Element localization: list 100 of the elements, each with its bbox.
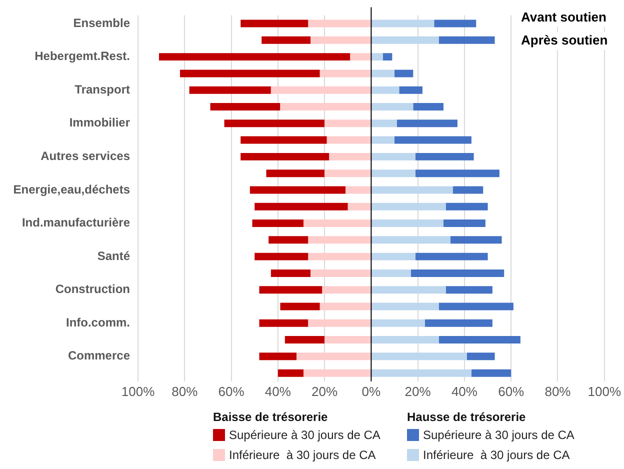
- bar: [371, 352, 467, 360]
- bar: [438, 36, 495, 44]
- bar: [415, 252, 488, 260]
- bar: [324, 120, 372, 128]
- bar: [304, 220, 372, 228]
- bar: [254, 252, 308, 260]
- bar: [326, 136, 372, 144]
- bar: [371, 252, 416, 260]
- bar: [371, 220, 444, 228]
- bar: [259, 286, 322, 294]
- text: Hausse de trésorerie: [407, 410, 527, 424]
- bar: [466, 352, 495, 360]
- y-tick-label: Transport: [74, 82, 130, 96]
- text: Baisse de trésorerie: [213, 410, 329, 424]
- bar: [308, 252, 372, 260]
- bar: [394, 136, 472, 144]
- bar: [471, 369, 512, 377]
- legend-label: Inférieure à 30 jours de CA: [229, 448, 376, 462]
- x-tick-label: 80%: [172, 384, 198, 399]
- y-tick-label: Commerce: [68, 348, 130, 363]
- bar: [394, 70, 414, 78]
- bar: [259, 352, 297, 360]
- bar: [252, 220, 304, 228]
- bar: [350, 53, 372, 61]
- bar: [329, 152, 372, 160]
- bar: [322, 286, 372, 294]
- legend-label: Inférieure à 30 jours de CA: [423, 448, 570, 462]
- bar: [371, 103, 414, 110]
- bar: [259, 319, 308, 327]
- x-tick-label: 60%: [218, 384, 245, 399]
- x-tick-label: 0%: [362, 384, 382, 399]
- bar: [270, 86, 372, 94]
- x-tick-label: 40%: [451, 384, 478, 399]
- bar: [443, 220, 486, 228]
- x-tick-label: 60%: [498, 384, 525, 399]
- bar: [308, 236, 372, 244]
- bar: [371, 36, 439, 44]
- x-tick-label: 80%: [544, 384, 572, 399]
- y-tick-label: Ensemble: [73, 16, 130, 30]
- y-tick-label: Energie,eau,déchets: [13, 182, 130, 196]
- bar: [324, 336, 372, 344]
- bar: [452, 186, 484, 194]
- y-tick-label: Autres services: [40, 149, 130, 163]
- bar: [415, 170, 500, 178]
- bar: [180, 70, 320, 78]
- x-tick-label: 100%: [121, 384, 156, 399]
- bar: [371, 152, 416, 160]
- x-tick-label: 20%: [404, 384, 432, 399]
- bar: [296, 352, 372, 360]
- bar: [371, 319, 425, 327]
- bar: [270, 269, 311, 277]
- bar: [371, 236, 450, 244]
- bar: [371, 20, 434, 28]
- bar: [371, 202, 446, 210]
- bar: [446, 286, 492, 294]
- bar: [278, 369, 304, 377]
- y-tick-label: Info.comm.: [66, 315, 130, 330]
- bar: [396, 120, 458, 128]
- bar: [320, 70, 372, 78]
- annotation: Après soutien: [521, 32, 608, 48]
- bar: [308, 20, 372, 28]
- bar: [320, 302, 372, 310]
- bar: [240, 136, 327, 144]
- bar: [438, 336, 520, 344]
- bar: [371, 136, 395, 144]
- bar: [371, 302, 439, 310]
- bar: [262, 36, 311, 44]
- bar: [280, 103, 372, 110]
- bar: [399, 86, 422, 94]
- bar: [371, 86, 400, 94]
- bar: [268, 236, 308, 244]
- bar: [266, 170, 325, 178]
- y-tick-label: Construction: [55, 282, 130, 296]
- bar: [324, 170, 372, 178]
- x-tick-label: 40%: [264, 384, 292, 399]
- bar: [310, 269, 372, 277]
- bar: [280, 302, 320, 310]
- y-tick-label: Hebergemt.Rest.: [34, 49, 130, 64]
- bar: [382, 53, 392, 61]
- bar: [371, 170, 416, 178]
- bar: [371, 70, 395, 78]
- legend-label: Supérieure à 30 jours de CA: [229, 428, 380, 442]
- bar: [371, 120, 397, 128]
- bar: [424, 319, 492, 327]
- bar: [438, 302, 514, 310]
- annotation: Avant soutien: [521, 10, 607, 25]
- bar: [284, 336, 325, 344]
- bar: [371, 286, 446, 294]
- bar: [371, 186, 453, 194]
- bar: [348, 202, 372, 210]
- bar: [304, 369, 372, 377]
- bar: [308, 319, 372, 327]
- bar: [410, 269, 504, 277]
- bar: [250, 186, 346, 194]
- bar: [224, 120, 325, 128]
- y-tick-label: Ind.manufacturière: [22, 216, 130, 230]
- y-tick-label: Immobilier: [69, 116, 130, 130]
- bar: [158, 53, 350, 61]
- bar: [434, 20, 476, 28]
- y-tick-label: Santé: [97, 248, 130, 263]
